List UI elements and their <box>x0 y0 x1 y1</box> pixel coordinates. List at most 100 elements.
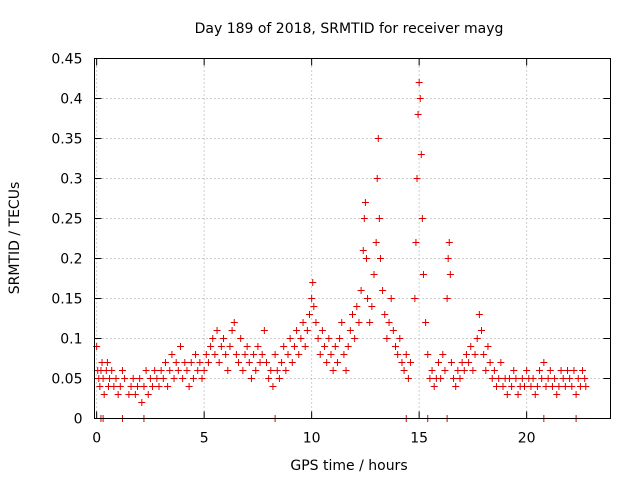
data-point <box>396 335 404 342</box>
data-point <box>486 359 494 366</box>
data-point <box>375 215 383 222</box>
data-point <box>288 359 296 366</box>
data-point <box>187 359 195 366</box>
y-tick-label: 0.4 <box>60 92 82 108</box>
data-point <box>381 311 389 318</box>
data-point <box>518 375 526 382</box>
data-point <box>412 239 420 246</box>
data-point <box>456 375 464 382</box>
data-point <box>551 375 559 382</box>
data-point <box>314 335 322 342</box>
data-point <box>450 375 458 382</box>
data-point <box>370 271 378 278</box>
data-point <box>428 367 436 374</box>
data-point <box>209 335 217 342</box>
data-point <box>417 151 425 158</box>
plot-frame <box>94 58 611 419</box>
data-point <box>286 335 294 342</box>
data-point <box>232 351 240 358</box>
y-tick-label: 0.15 <box>51 292 82 308</box>
data-point <box>465 359 473 366</box>
data-point <box>161 359 169 366</box>
data-point <box>333 359 341 366</box>
data-point <box>100 391 108 398</box>
data-point <box>542 383 550 390</box>
data-point <box>245 359 253 366</box>
data-point <box>155 383 163 390</box>
data-point <box>312 319 320 326</box>
data-point <box>282 367 290 374</box>
data-point <box>290 343 298 350</box>
data-point <box>256 359 264 366</box>
data-point <box>400 367 408 374</box>
data-point <box>228 327 236 334</box>
data-point <box>235 359 243 366</box>
data-point <box>394 351 402 358</box>
data-point <box>194 367 202 374</box>
data-point <box>323 359 331 366</box>
data-point <box>299 319 307 326</box>
data-point <box>166 367 174 374</box>
data-point <box>308 295 316 302</box>
data-point <box>149 383 157 390</box>
x-tick-label: 5 <box>200 431 209 447</box>
data-point <box>538 375 546 382</box>
data-point <box>306 311 313 318</box>
data-point <box>293 327 301 334</box>
data-point <box>273 367 281 374</box>
data-point <box>510 367 518 374</box>
data-point <box>168 351 176 358</box>
data-point <box>475 311 483 318</box>
data-point <box>452 383 460 390</box>
data-point <box>478 327 485 334</box>
data-point <box>329 367 337 374</box>
data-point <box>116 383 124 390</box>
data-point <box>387 295 395 302</box>
data-point <box>226 343 234 350</box>
tick-labels: 0 0.05 0.1 0.15 0.2 0.25 0.3 0.35 0.4 0.45 0 5 10 15 2… <box>51 52 535 447</box>
data-point <box>177 343 184 350</box>
data-point <box>185 383 193 390</box>
data-point <box>224 367 232 374</box>
data-point <box>495 375 503 382</box>
data-point <box>460 367 468 374</box>
data-point <box>508 383 516 390</box>
data-point <box>247 375 255 382</box>
data-point <box>321 343 329 350</box>
data-point <box>404 375 412 382</box>
data-point <box>443 295 451 302</box>
data-point <box>110 383 118 390</box>
data-point <box>265 375 273 382</box>
data-point <box>488 375 496 382</box>
data-point <box>559 375 567 382</box>
data-point <box>493 383 501 390</box>
data-point <box>213 327 221 334</box>
data-point <box>269 383 277 390</box>
data-point <box>192 351 200 358</box>
data-point <box>471 351 479 358</box>
data-point <box>444 255 452 262</box>
data-point <box>151 367 159 374</box>
data-point <box>424 351 432 358</box>
data-point <box>280 343 288 350</box>
data-point <box>172 359 180 366</box>
data-point <box>379 287 387 294</box>
data-point <box>297 335 305 342</box>
data-point <box>353 303 361 310</box>
axis-ticks <box>94 58 611 419</box>
data-point <box>484 343 492 350</box>
data-point <box>202 351 210 358</box>
y-tick-label: 0.2 <box>60 252 82 268</box>
data-point <box>373 175 381 182</box>
data-point <box>250 351 258 358</box>
data-point <box>564 367 571 374</box>
data-point <box>164 383 172 390</box>
x-tick-label: 20 <box>518 431 536 447</box>
data-point <box>342 367 350 374</box>
data-point <box>153 375 161 382</box>
data-point <box>340 351 348 358</box>
data-point <box>362 255 370 262</box>
data-point <box>499 383 507 390</box>
data-point <box>140 383 148 390</box>
